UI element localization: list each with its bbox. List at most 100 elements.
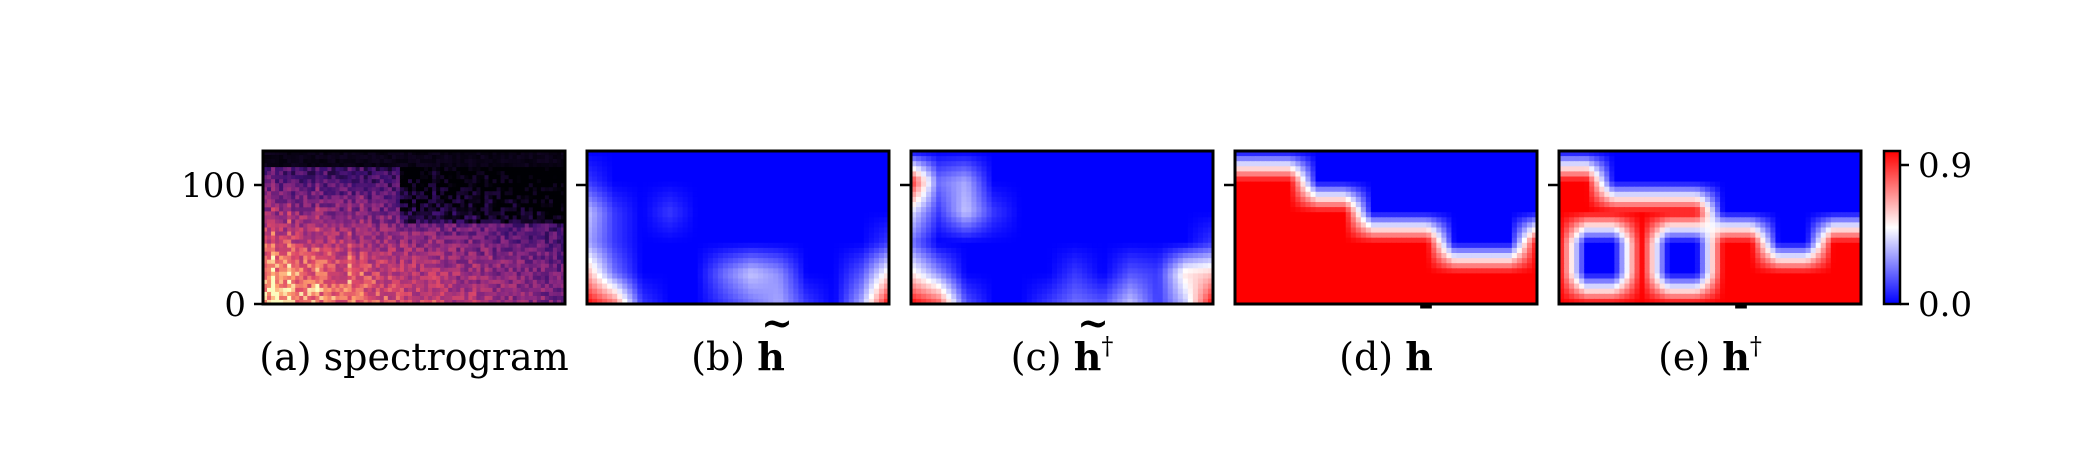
heatmap-cell <box>743 202 749 208</box>
spectrogram-cell <box>359 275 365 281</box>
spectrogram-cell <box>480 203 486 208</box>
spectrogram-cell <box>476 179 482 184</box>
spectrogram-cell <box>532 171 538 176</box>
heatmap-cell <box>873 212 880 218</box>
spectrogram-cell <box>339 195 345 200</box>
spectrogram-cell <box>323 183 329 188</box>
spectrogram-cell <box>387 231 393 237</box>
spectrogram-cell <box>528 199 534 204</box>
spectrogram-cell <box>311 243 316 249</box>
heatmap-cell <box>788 268 794 274</box>
spectrogram-cell <box>371 175 377 180</box>
spectrogram-cell <box>476 259 482 265</box>
spectrogram-cell <box>347 215 353 221</box>
spectrogram-cell <box>420 263 425 269</box>
heatmap-cell <box>838 253 845 259</box>
spectrogram-cell <box>299 211 304 217</box>
spectrogram-cell <box>287 155 292 160</box>
spectrogram-cell <box>428 287 433 293</box>
spectrogram-cell <box>331 247 337 253</box>
heatmap-cell <box>833 212 840 218</box>
heatmap-cell <box>732 263 739 269</box>
spectrogram-cell <box>351 175 357 180</box>
spectrogram-cell <box>496 175 502 180</box>
spectrogram-cell <box>420 207 425 212</box>
spectrogram-cell <box>560 275 566 281</box>
spectrogram-cell <box>363 259 369 265</box>
heatmap-cell <box>687 232 694 239</box>
spectrogram-cell <box>383 251 389 257</box>
spectrogram-cell <box>323 251 329 257</box>
heatmap-cell <box>642 156 648 162</box>
spectrogram-cell <box>359 163 365 168</box>
spectrogram-cell <box>512 275 518 281</box>
heatmap-cell <box>1147 171 1154 178</box>
heatmap-cell <box>808 156 815 162</box>
heatmap-cell <box>946 156 952 162</box>
spectrogram-cell <box>540 167 546 172</box>
spectrogram-cell <box>464 183 469 188</box>
spectrogram-cell <box>524 163 530 168</box>
spectrogram-cell <box>548 255 554 261</box>
heatmap-cell <box>778 278 784 285</box>
spectrogram-cell <box>367 255 373 261</box>
spectrogram-cell <box>516 263 522 269</box>
heatmap-cell <box>748 258 754 264</box>
spectrogram-cell <box>387 267 393 273</box>
heatmap-cell <box>727 278 734 285</box>
heatmap-cell <box>647 227 654 234</box>
spectrogram-cell <box>536 255 542 261</box>
spectrogram-cell <box>504 295 510 301</box>
heatmap-cell <box>662 293 669 300</box>
spectrogram-cell <box>516 279 522 285</box>
heatmap-cell <box>617 273 623 280</box>
spectrogram-cell <box>488 239 494 245</box>
spectrogram-cell <box>528 299 534 305</box>
heatmap-cell <box>1192 156 1199 162</box>
heatmap-cell <box>1142 166 1149 172</box>
heatmap-cell <box>667 273 674 280</box>
heatmap-cell <box>808 166 815 172</box>
spectrogram-cell <box>544 235 550 241</box>
heatmap-cell <box>712 171 719 178</box>
spectrogram-cell <box>295 171 300 176</box>
spectrogram-cell <box>327 159 333 164</box>
heatmap-cell <box>1097 161 1103 167</box>
spectrogram-cell <box>291 235 296 241</box>
spectrogram-cell <box>540 299 546 305</box>
spectrogram-cell <box>484 203 490 208</box>
spectrogram-cell <box>544 171 550 176</box>
heatmap-cell <box>1077 161 1083 167</box>
spectrogram-cell <box>556 231 562 237</box>
spectrogram-cell <box>363 171 369 176</box>
spectrogram-cell <box>552 227 558 233</box>
spectrogram-cell <box>283 247 288 253</box>
spectrogram-cell <box>283 187 288 192</box>
spectrogram-cell <box>351 155 357 160</box>
spectrogram-cell <box>444 219 449 225</box>
spectrogram-cell <box>556 291 562 297</box>
heatmap-cell <box>818 151 825 157</box>
heatmap-cell <box>712 242 719 249</box>
spectrogram-cell <box>512 191 518 196</box>
heatmap-cell <box>1142 151 1149 157</box>
heatmap-cell <box>778 263 784 269</box>
heatmap-cell <box>677 212 684 218</box>
heatmap-cell <box>672 263 679 269</box>
spectrogram-cell <box>432 223 437 229</box>
spectrogram-cell <box>480 155 486 160</box>
spectrogram-cell <box>468 287 473 293</box>
heatmap-cell <box>597 283 603 290</box>
spectrogram-cell <box>456 283 461 289</box>
spectrogram-cell <box>339 171 345 176</box>
heatmap-cell <box>863 242 870 249</box>
heatmap-cell <box>971 171 978 178</box>
spectrogram-cell <box>452 259 457 265</box>
spectrogram-cell <box>464 275 469 281</box>
spectrogram-cell <box>560 235 566 241</box>
spectrogram-cell <box>335 191 341 196</box>
spectrogram-cell <box>480 259 486 265</box>
spectrogram-cell <box>295 179 300 184</box>
heatmap-cell <box>833 288 840 295</box>
heatmap-cell <box>652 207 659 213</box>
